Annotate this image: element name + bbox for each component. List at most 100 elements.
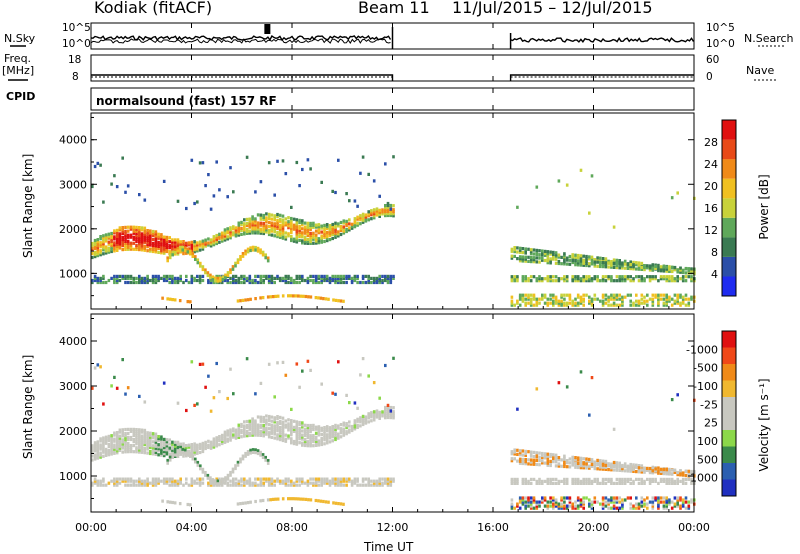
power-cell bbox=[513, 248, 516, 252]
power-cell bbox=[367, 276, 370, 280]
power-cell bbox=[306, 276, 310, 280]
velocity-cell bbox=[267, 483, 271, 487]
power-colorbar-swatch bbox=[722, 217, 736, 238]
power-cell bbox=[527, 277, 530, 281]
velocity-cell bbox=[102, 402, 105, 406]
power-cell bbox=[96, 238, 100, 242]
power-cell bbox=[612, 258, 616, 262]
velocity-cell bbox=[582, 500, 585, 504]
velocity-cell bbox=[673, 468, 677, 472]
power-cell bbox=[259, 215, 263, 219]
velocity-cell bbox=[237, 479, 241, 483]
power-cell bbox=[186, 300, 190, 304]
velocity-cell bbox=[298, 435, 301, 439]
velocity-cell bbox=[665, 496, 668, 500]
power-cell bbox=[361, 214, 365, 218]
velocity-cell bbox=[173, 440, 177, 444]
velocity-cell bbox=[264, 455, 267, 460]
velocity-cell bbox=[96, 454, 100, 458]
velocity-cell bbox=[281, 416, 285, 420]
power-cell bbox=[657, 279, 660, 283]
power-cell bbox=[549, 257, 552, 261]
velocity-cell bbox=[510, 479, 514, 483]
power-cell bbox=[676, 277, 679, 281]
velocity-cell bbox=[281, 430, 285, 434]
velocity-colorbar-swatch bbox=[722, 331, 736, 348]
power-cell bbox=[232, 190, 235, 194]
power-cell bbox=[532, 258, 536, 262]
power-cell bbox=[579, 277, 583, 281]
velocity-cell bbox=[328, 483, 332, 487]
velocity-cell bbox=[229, 434, 232, 438]
power-cell bbox=[126, 233, 130, 237]
power-cell bbox=[541, 295, 544, 299]
velocity-cell bbox=[690, 500, 693, 504]
velocity-cell bbox=[121, 477, 124, 481]
velocity-cell bbox=[535, 458, 539, 462]
power-cell bbox=[339, 228, 343, 233]
velocity-cell bbox=[535, 500, 539, 504]
power-cell bbox=[339, 220, 343, 225]
power-cell bbox=[342, 276, 346, 280]
power-cell bbox=[162, 278, 166, 283]
velocity-cell bbox=[518, 457, 522, 461]
power-cell bbox=[392, 155, 395, 159]
power-cell bbox=[568, 254, 572, 259]
velocity-cell bbox=[298, 479, 301, 483]
velocity-cell bbox=[91, 448, 94, 452]
power-cell bbox=[554, 297, 558, 301]
velocity-cell bbox=[110, 384, 113, 388]
velocity-cell bbox=[262, 430, 265, 434]
power-cell bbox=[124, 229, 127, 233]
velocity-cell bbox=[121, 440, 124, 444]
power-cell bbox=[334, 235, 337, 239]
velocity-cell bbox=[298, 477, 301, 481]
power-cell bbox=[516, 301, 519, 305]
power-cell bbox=[245, 221, 249, 225]
velocity-cell bbox=[629, 462, 632, 467]
power-cell bbox=[234, 230, 238, 234]
power-cell bbox=[576, 303, 580, 307]
velocity-cell bbox=[565, 385, 569, 389]
velocity-cell bbox=[301, 435, 304, 439]
power-cell bbox=[241, 254, 245, 258]
velocity-cell bbox=[157, 437, 160, 441]
velocity-cell bbox=[276, 437, 279, 441]
velocity-cell bbox=[524, 453, 527, 457]
power-cell bbox=[91, 184, 94, 189]
power-cell bbox=[350, 280, 354, 285]
velocity-cell bbox=[334, 435, 337, 440]
velocity-cell bbox=[643, 504, 646, 508]
velocity-colorbar-swatch bbox=[722, 430, 736, 447]
velocity-cell bbox=[146, 479, 149, 483]
velocity-cell bbox=[543, 479, 547, 483]
velocity-cell bbox=[538, 500, 541, 504]
power-cell bbox=[541, 249, 544, 253]
power-cell bbox=[676, 275, 679, 279]
velocity-cell bbox=[259, 417, 263, 421]
power-cell bbox=[171, 274, 174, 278]
power-cell bbox=[518, 257, 522, 261]
velocity-cell bbox=[323, 432, 326, 436]
velocity-cell bbox=[110, 434, 113, 438]
power-cell bbox=[254, 227, 257, 231]
power-cell bbox=[295, 224, 299, 228]
power-cell bbox=[190, 246, 194, 250]
power-cell bbox=[220, 233, 224, 237]
power-cell bbox=[320, 180, 323, 184]
velocity-cell bbox=[236, 460, 240, 464]
velocity-cell bbox=[295, 442, 299, 446]
power-cell bbox=[124, 235, 127, 239]
power-cell bbox=[281, 220, 285, 224]
power-cell bbox=[187, 243, 191, 247]
power-cell bbox=[670, 277, 674, 281]
velocity-cell bbox=[588, 481, 591, 485]
velocity-cell bbox=[323, 481, 326, 485]
velocity-cell bbox=[306, 429, 310, 434]
velocity-cell bbox=[168, 438, 171, 442]
power-cell bbox=[657, 293, 660, 297]
power-cell bbox=[345, 274, 348, 278]
velocity-cell bbox=[270, 415, 274, 419]
velocity-cell bbox=[254, 429, 257, 433]
power-cell bbox=[171, 253, 174, 257]
